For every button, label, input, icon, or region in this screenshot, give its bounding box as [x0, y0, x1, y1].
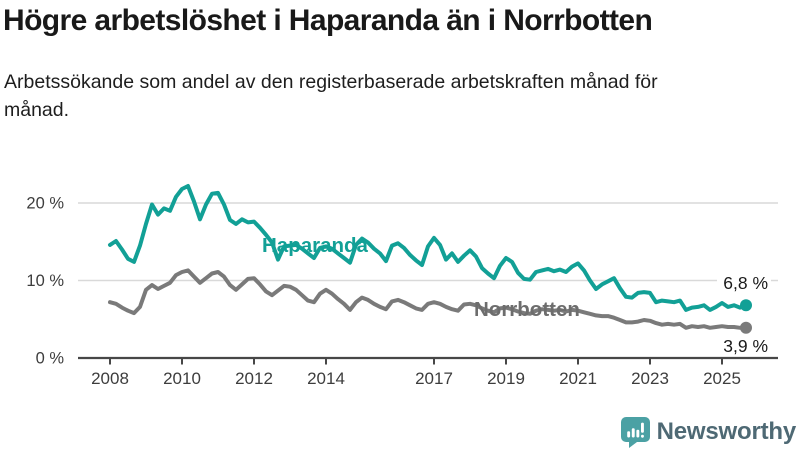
page-title: Högre arbetslöshet i Haparanda än i Norr… [3, 4, 653, 37]
end-dot-haparanda [740, 299, 752, 312]
x-axis-label: 2014 [307, 369, 345, 388]
end-value-norrbotten: 3,9 % [723, 336, 768, 356]
series-line-norrbotten [108, 268, 748, 330]
chart-subtitle: Arbetssökande som andel av den registerb… [4, 71, 658, 121]
x-axis-label: 2017 [415, 369, 453, 388]
x-axis-label: 2008 [91, 369, 129, 388]
bar-chart-speech-bubble-icon [620, 416, 650, 448]
x-axis-label: 2012 [235, 369, 273, 388]
series-label-haparanda: Haparanda [262, 234, 369, 257]
y-axis-label: 20 % [26, 195, 64, 213]
x-axis-label: 2023 [631, 369, 669, 388]
series-label-norrbotten: Norrbotten [474, 298, 580, 321]
x-axis-label: 2010 [163, 369, 201, 388]
logo-wordmark: Newsworthy [656, 418, 797, 445]
y-axis-label: 10 % [26, 272, 64, 290]
end-label-backplate [717, 271, 771, 292]
x-axis-label: 2019 [487, 369, 525, 388]
x-axis-label: 2025 [703, 369, 741, 388]
series-line-haparanda [108, 184, 748, 312]
y-axis-label: 0 % [36, 350, 65, 368]
end-value-haparanda: 6,8 % [723, 273, 768, 293]
x-axis-label: 2021 [559, 369, 597, 388]
end-dot-norrbotten [740, 321, 752, 334]
newsworthy-logo: Newsworthy [620, 416, 797, 448]
